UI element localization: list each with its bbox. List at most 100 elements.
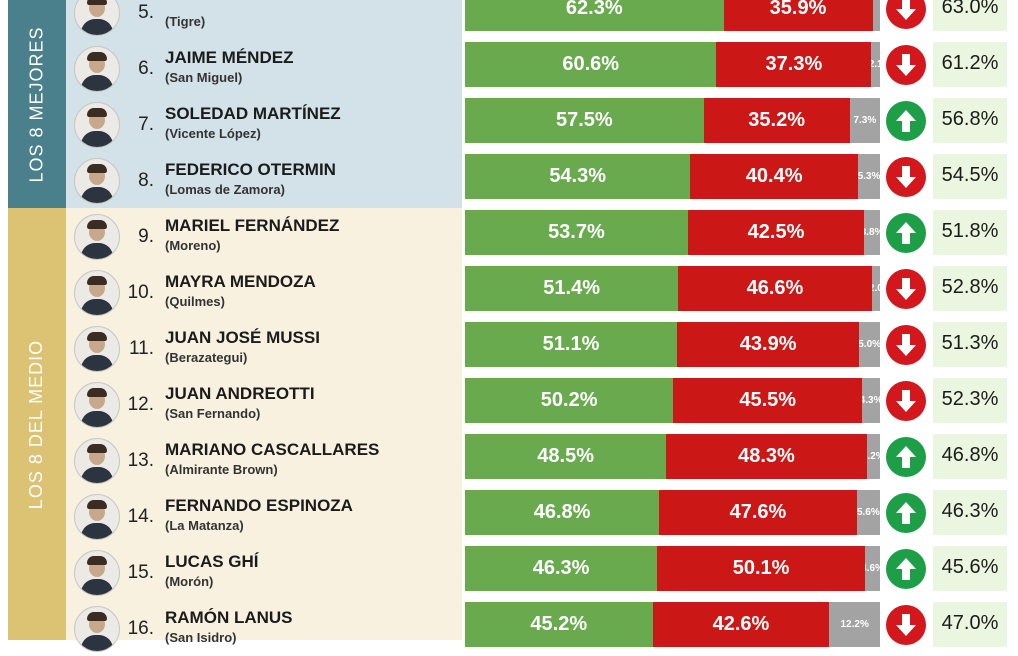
previous-value: 46.3% [941,500,999,522]
rank-label: 5. [138,2,154,23]
rank-label: 11. [128,338,154,359]
previous-value: 51.3% [941,332,999,354]
bar-segment-negative: 48.3% [666,434,867,479]
candidate-name: MAYRA MENDOZA [165,272,316,291]
stacked-bar: 57.5% 35.2% 7.3% [465,98,880,143]
previous-value: 46.8% [941,444,999,466]
avatar [74,494,120,540]
stacked-bar: 50.2%45.5%4.3% [465,378,880,423]
chart-row: 12. JUAN ANDREOTTI (San Fernando) 50.2% 45.5… [0,376,1018,432]
chart-row: 8. FEDERICO OTERMIN (Lomas de Zamora) 54.3%… [0,152,1018,208]
candidate-name: JUAN JOSÉ MUSSI [165,328,320,347]
bar-segment-positive: 50.2% [465,378,674,423]
district-label: (Tigre) [165,14,206,29]
previous-value-cell [933,154,1007,199]
rank-label: 10. [127,282,154,303]
previous-value: 45.6% [941,556,999,578]
arrow-up-icon [886,549,926,589]
previous-value: 54.5% [941,164,999,186]
arrow-up-icon [886,493,926,533]
candidate-name: JAIME MÉNDEZ [165,48,294,67]
rank-label: 14. [127,506,154,527]
district-label: (Moreno) [165,238,221,253]
bar-segment-ns-nc: 5.3% [858,154,880,199]
avatar [74,0,120,36]
stacked-bar: 51.1% 43.9% 5.0% [465,322,880,367]
stacked-bar: 46.8% 47.6% 5.6% [465,490,880,535]
avatar [74,326,120,372]
arrow-up-icon [886,437,926,477]
stacked-bar: 51.4%46.6%2.0 [465,266,880,311]
bar-segment-negative: 35.2% [703,98,850,143]
chart-row: 15. LUCAS GHÍ (Morón) 46.3%50.1%3.6% 45.6% [0,544,1018,600]
bar-segment-positive: 46.3% [465,546,658,591]
stacked-bar: 46.3%50.1%3.6% [465,546,880,591]
chart-row: 5. (Tigre) 62.3% 35.9% 63.0% [0,0,1018,40]
previous-value-cell [933,0,1007,31]
bar-segment-positive: 62.3% [465,0,724,31]
arrow-down-icon [886,605,926,645]
bar-segment-positive: 53.7% [465,210,688,255]
avatar [74,102,120,148]
rank-label: 15. [127,562,154,583]
candidate-name: RAMÓN LANUS [165,608,293,627]
previous-value: 52.8% [941,276,999,298]
bar-segment-negative: 37.3% [716,42,872,87]
bar-segment-ns-nc: 2.0 [871,266,880,311]
rank-label: 9. [138,226,154,247]
avatar [74,382,120,428]
chart-row: 10. MAYRA MENDOZA (Quilmes) 51.4%46.6%2.0 52… [0,264,1018,320]
avatar [74,214,120,260]
arrow-up-icon [886,213,926,253]
previous-value-cell [933,266,1007,311]
previous-value: 52.3% [941,388,999,410]
group-band-middle: LOS 8 DEL MEDIO [8,208,66,640]
district-label: (Vicente López) [165,126,261,141]
chart-row: 9. MARIEL FERNÁNDEZ (Moreno) 53.7%42.5%3.8%… [0,208,1018,264]
previous-value: 51.8% [941,220,999,242]
rank-label: 8. [138,170,154,191]
arrow-down-icon [886,45,926,85]
stacked-bar: 53.7%42.5%3.8% [465,210,880,255]
bar-segment-ns-nc: 12.2% [829,602,880,647]
bar-segment-negative: 43.9% [677,322,860,367]
bar-segment-ns-nc: 5.6% [856,490,880,535]
stacked-bar: 60.6% 37.3% 2.1 [465,42,880,87]
previous-value-cell [933,490,1007,535]
bar-segment-positive: 51.4% [465,266,679,311]
arrow-down-icon [886,0,926,29]
bar-segment-positive: 51.1% [465,322,678,367]
group-panel-middle [66,208,462,640]
group-panel-top [66,0,462,208]
bar-segment-positive: 57.5% [465,98,704,143]
avatar [74,158,120,204]
district-label: (Almirante Brown) [165,462,278,477]
avatar [74,46,120,92]
district-label: (San Fernando) [165,406,261,421]
previous-value: 63.0% [941,0,999,18]
bar-segment-ns-nc: 2.1 [871,42,880,87]
previous-value-cell [933,98,1007,143]
bar-segment-ns-nc [872,0,880,31]
candidate-name: FEDERICO OTERMIN [165,160,336,179]
avatar [74,550,120,596]
district-label: (Morón) [165,574,214,589]
bar-segment-positive: 45.2% [465,602,653,647]
chart-row: 14. FERNANDO ESPINOZA (La Matanza) 46.8% 47.… [0,488,1018,544]
chart-row: 11. JUAN JOSÉ MUSSI (Berazategui) 51.1% 43.9… [0,320,1018,376]
candidate-name: MARIEL FERNÁNDEZ [165,216,340,235]
arrow-up-icon [886,101,926,141]
district-label: (Lomas de Zamora) [165,182,285,197]
bar-segment-positive: 54.3% [465,154,691,199]
previous-value-cell [933,378,1007,423]
bar-segment-ns-nc: 4.3% [862,378,880,423]
arrow-down-icon [886,381,926,421]
bar-segment-negative: 47.6% [659,490,857,535]
previous-value-cell [933,434,1007,479]
district-label: (San Miguel) [165,70,243,85]
bar-segment-ns-nc: 3.8% [864,210,880,255]
bar-segment-ns-nc: 5.0% [859,322,880,367]
bar-segment-ns-nc: 7.3% [849,98,880,143]
stacked-bar: 54.3% 40.4% 5.3% [465,154,880,199]
arrow-down-icon [886,269,926,309]
